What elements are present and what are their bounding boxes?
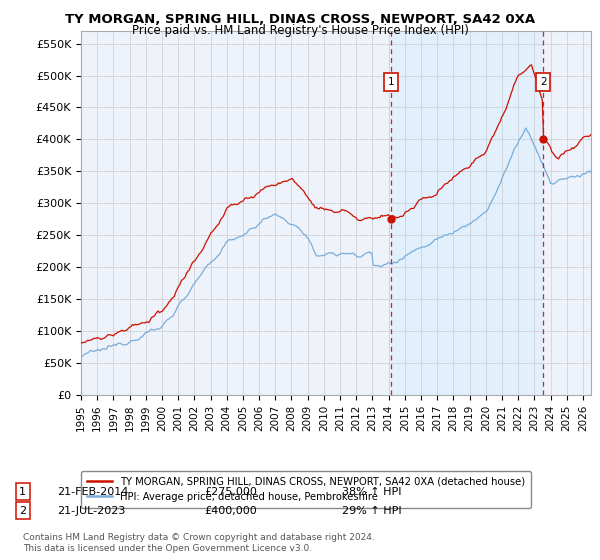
Text: 21-JUL-2023: 21-JUL-2023 (57, 506, 125, 516)
Text: 2: 2 (540, 77, 547, 87)
Text: Price paid vs. HM Land Registry's House Price Index (HPI): Price paid vs. HM Land Registry's House … (131, 24, 469, 37)
Text: TY MORGAN, SPRING HILL, DINAS CROSS, NEWPORT, SA42 0XA: TY MORGAN, SPRING HILL, DINAS CROSS, NEW… (65, 13, 535, 26)
Text: £275,000: £275,000 (204, 487, 257, 497)
Text: £400,000: £400,000 (204, 506, 257, 516)
Text: Contains HM Land Registry data © Crown copyright and database right 2024.
This d: Contains HM Land Registry data © Crown c… (23, 533, 374, 553)
Text: 1: 1 (388, 77, 394, 87)
Text: 38% ↑ HPI: 38% ↑ HPI (342, 487, 401, 497)
Text: 1: 1 (19, 487, 26, 497)
Legend: TY MORGAN, SPRING HILL, DINAS CROSS, NEWPORT, SA42 0XA (detached house), HPI: Av: TY MORGAN, SPRING HILL, DINAS CROSS, NEW… (81, 471, 531, 508)
Text: 21-FEB-2014: 21-FEB-2014 (57, 487, 128, 497)
Bar (391, 31, 543, 395)
Text: 29% ↑ HPI: 29% ↑ HPI (342, 506, 401, 516)
Text: 2: 2 (19, 506, 26, 516)
